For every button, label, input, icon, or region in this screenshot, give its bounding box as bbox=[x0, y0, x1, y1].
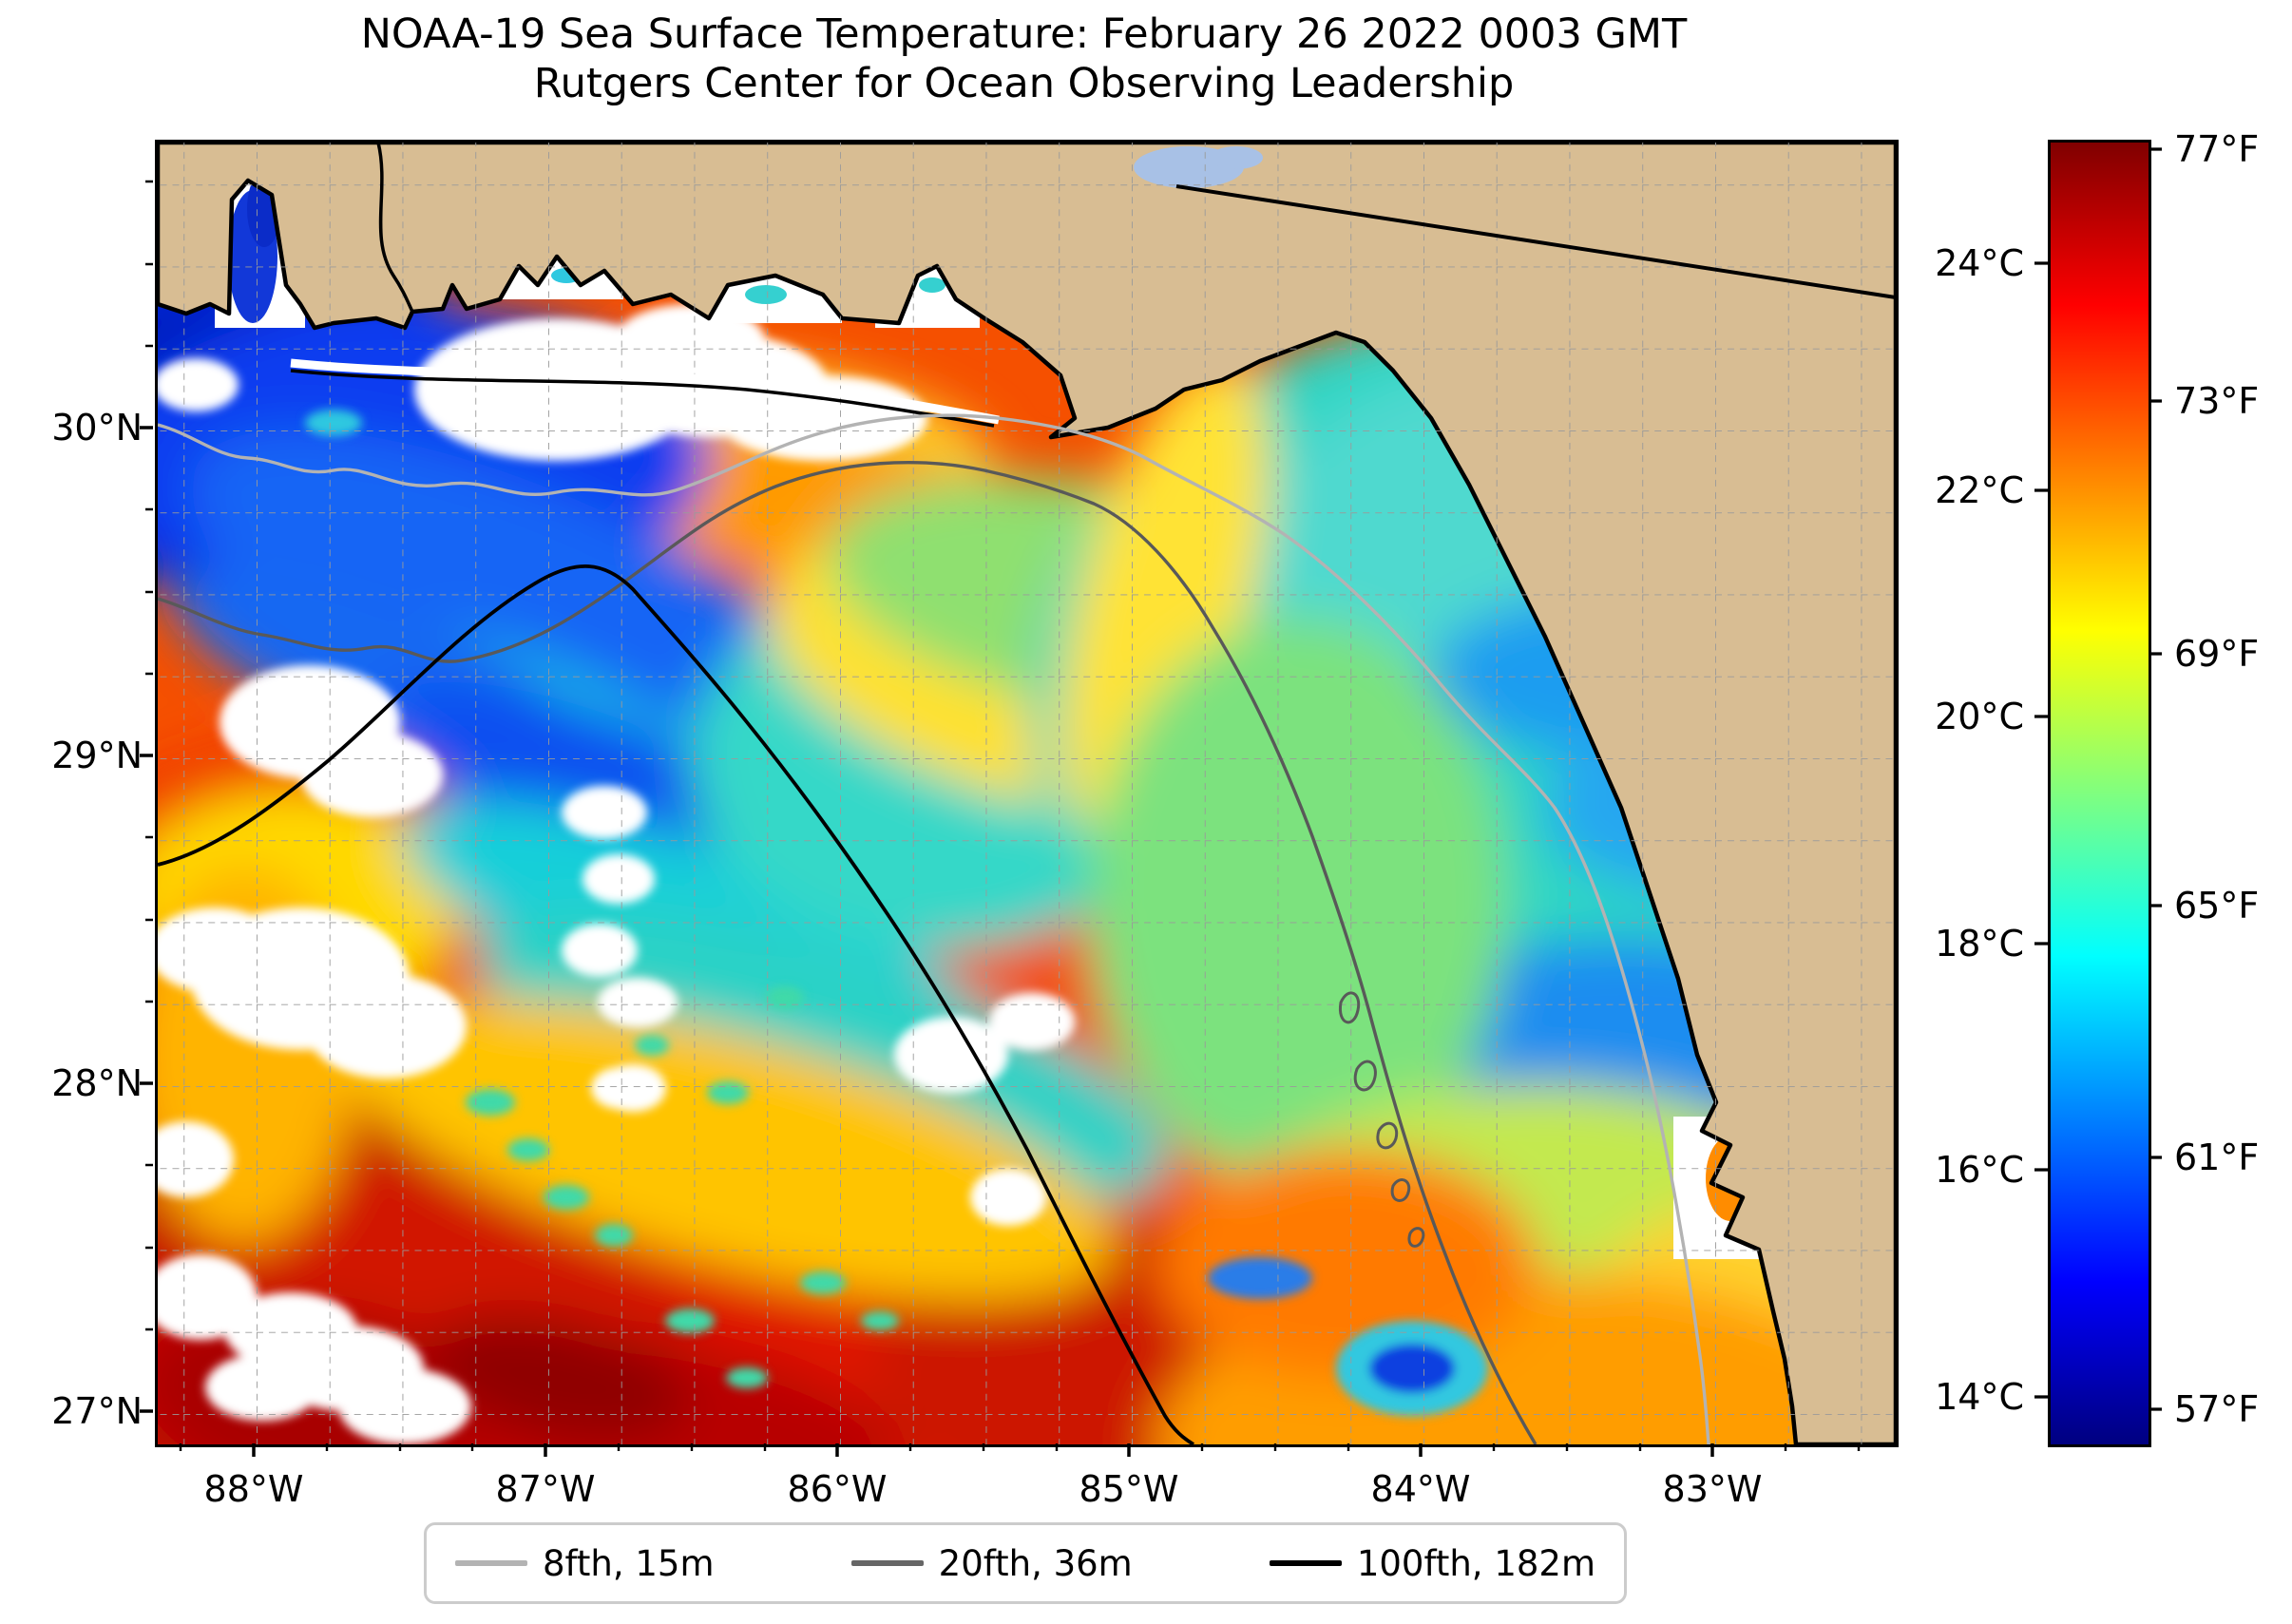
lon-tick-label-83w: 83°W bbox=[1662, 1468, 1763, 1510]
colorbar-label-16c: 16°C bbox=[1935, 1149, 2024, 1191]
legend-label-8fth: 8fth, 15m bbox=[543, 1542, 715, 1584]
lon-tick-label-87w: 87°W bbox=[495, 1468, 596, 1510]
colorbar-label-77f: 77°F bbox=[2174, 128, 2260, 170]
lagoon-ribbon bbox=[290, 358, 1000, 425]
lat-tick-label-29n: 29°N bbox=[51, 735, 143, 776]
colorbar-label-73f: 73°F bbox=[2174, 380, 2260, 422]
legend-line-20fth-swatch bbox=[850, 1560, 924, 1566]
contour-100fth bbox=[158, 564, 1194, 1444]
legend-label-20fth: 20fth, 36m bbox=[938, 1542, 1133, 1584]
legend-item-100fth: 100fth, 182m bbox=[1269, 1542, 1595, 1584]
sst-map-panel bbox=[155, 140, 1899, 1447]
map-title: NOAA-19 Sea Surface Temperature: Februar… bbox=[360, 10, 1688, 58]
legend-item-8fth: 8fth, 15m bbox=[455, 1543, 715, 1584]
lat-tick-label-28n: 28°N bbox=[51, 1062, 143, 1104]
colorbar-label-14c: 14°C bbox=[1935, 1376, 2024, 1418]
barrier-island-coast bbox=[290, 369, 995, 428]
contour-8fth bbox=[158, 413, 1710, 1444]
lon-tick-label-85w: 85°W bbox=[1079, 1468, 1179, 1510]
lon-tick-label-88w: 88°W bbox=[203, 1468, 304, 1510]
river bbox=[376, 143, 414, 313]
contour-20fth bbox=[158, 460, 1538, 1444]
contour-legend: 8fth, 15m 20fth, 36m 100fth, 182m bbox=[424, 1522, 1627, 1604]
legend-line-100fth-swatch bbox=[1269, 1560, 1342, 1566]
colorbar-label-61f: 61°F bbox=[2174, 1137, 2260, 1178]
colorbar-label-65f: 65°F bbox=[2174, 885, 2260, 927]
lon-tick-label-86w: 86°W bbox=[787, 1468, 888, 1510]
colorbar bbox=[2048, 140, 2151, 1447]
colorbar-label-69f: 69°F bbox=[2174, 633, 2260, 675]
colorbar-label-57f: 57°F bbox=[2174, 1388, 2260, 1430]
legend-item-20fth: 20fth, 36m bbox=[850, 1542, 1133, 1584]
sst-map-canvas bbox=[158, 143, 1896, 1444]
colorbar-label-24c: 24°C bbox=[1935, 242, 2024, 284]
graticule-grid bbox=[158, 143, 1896, 1444]
lat-tick-label-30n: 30°N bbox=[51, 407, 143, 449]
boundary-line bbox=[1175, 184, 1896, 299]
colorbar-label-22c: 22°C bbox=[1935, 469, 2024, 511]
colorbar-label-18c: 18°C bbox=[1935, 923, 2024, 965]
legend-line-8fth-swatch bbox=[455, 1560, 527, 1566]
lat-tick-label-27n: 27°N bbox=[51, 1390, 143, 1432]
contour-20fth-islands bbox=[1338, 991, 1425, 1248]
colorbar-label-20c: 20°C bbox=[1935, 696, 2024, 737]
legend-label-100fth: 100fth, 182m bbox=[1356, 1542, 1595, 1584]
map-subtitle: Rutgers Center for Ocean Observing Leade… bbox=[533, 60, 1515, 107]
lon-tick-label-84w: 84°W bbox=[1370, 1468, 1471, 1510]
